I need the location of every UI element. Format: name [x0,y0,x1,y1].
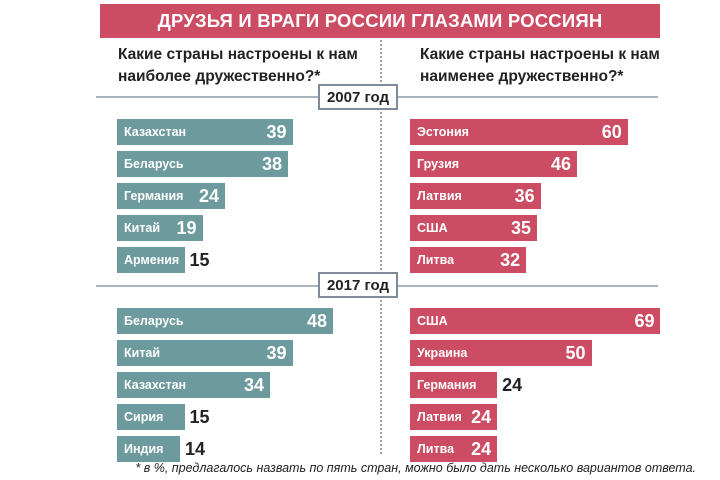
bar-label: Казахстан [124,378,187,392]
bar-right-2007-1 [410,151,577,177]
bar-value: 39 [266,122,287,142]
bar-label: Китай [124,221,161,235]
year-label-2007: 2007 год [318,84,398,110]
bar-right-2017-4 [410,436,498,462]
bar-label: Эстония [417,125,469,139]
bar-value: 14 [185,439,206,459]
bar-label: Беларусь [124,157,184,171]
bar-left-2007-1 [117,151,288,177]
bar-value: 24 [471,407,492,427]
bar-right-2007-2 [410,183,541,209]
bar-left-2017-4 [117,436,180,462]
bar-left-2007-0 [117,119,293,145]
question-most-friendly: Какие страны настроены к нам наиболее др… [118,46,358,85]
bar-left-2007-4 [117,247,185,273]
question-least-friendly: Какие страны настроены к нам наименее др… [420,46,660,85]
bar-label: Латвия [417,189,462,203]
bar-label: Германия [124,189,184,203]
bar-label: Казахстан [124,125,187,139]
bar-value: 34 [243,375,264,395]
bar-label: Латвия [417,410,462,424]
bar-right-2007-0 [410,119,628,145]
bar-left-2017-1 [117,340,293,366]
bar-label: США [417,314,448,328]
bar-left-2017-3 [117,404,185,430]
footnote: * в %, предлагалось назвать по пять стра… [135,461,696,475]
bar-value: 32 [500,250,521,270]
bar-value: 15 [189,250,210,270]
bar-right-2017-2 [410,372,498,398]
bar-value: 48 [306,311,327,331]
bar-value: 50 [565,343,586,363]
bar-value: 24 [502,375,523,395]
bar-left-2017-2 [117,372,270,398]
bar-value: 35 [511,218,532,238]
bar-value: 69 [634,311,655,331]
bar-left-2017-0 [117,308,333,334]
bar-label: Литва [417,253,455,267]
bar-label: Армения [124,253,180,267]
bar-left-2007-3 [117,215,203,241]
bar-right-2017-0 [410,308,661,334]
bar-label: Германия [417,378,477,392]
bar-value: 39 [266,343,287,363]
bar-value: 24 [471,439,492,459]
chart-title: ДРУЗЬЯ И ВРАГИ РОССИИ ГЛАЗАМИ РОССИЯН [100,4,660,38]
bar-left-2007-2 [117,183,225,209]
bar-right-2007-4 [410,247,527,273]
bar-label: Сирия [124,410,164,424]
bar-right-2007-3 [410,215,538,241]
bar-label: Китай [124,346,161,360]
bar-label: Литва [417,442,455,456]
bar-value: 19 [176,218,197,238]
bar-value: 60 [601,122,622,142]
bar-label: США [417,221,448,235]
bar-value: 38 [261,154,282,174]
bar-value: 36 [514,186,535,206]
year-label-2017: 2017 год [318,272,398,298]
bar-value: 46 [550,154,571,174]
bar-label: Индия [124,442,164,456]
bar-label: Украина [417,346,468,360]
bar-label: Беларусь [124,314,184,328]
bar-right-2017-1 [410,340,592,366]
column-divider [380,40,382,454]
bar-label: Грузия [417,157,460,171]
bar-value: 24 [198,186,219,206]
bar-right-2017-3 [410,404,498,430]
bar-value: 15 [189,407,210,427]
